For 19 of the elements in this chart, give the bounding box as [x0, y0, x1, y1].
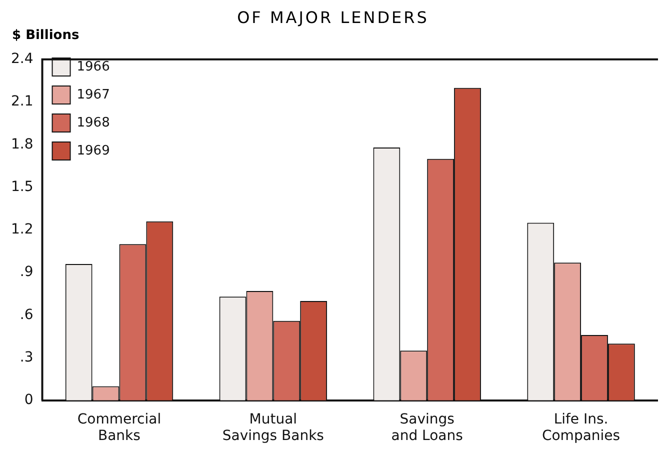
y-tick-label: 1.2: [11, 222, 34, 238]
y-tick-label: 2.1: [11, 94, 34, 110]
y-tick-label: .3: [20, 349, 34, 366]
y-axis-title: $ Billions: [12, 28, 80, 43]
legend-label: 1967: [76, 87, 110, 102]
y-tick-label: .6: [20, 306, 34, 323]
y-tick-label: 1.5: [11, 178, 34, 195]
legend-label: 1969: [76, 143, 110, 158]
legend-label: 1966: [76, 59, 110, 74]
x-tick-label: Life Ins. Companies: [542, 411, 620, 444]
y-tick-label: .9: [20, 264, 34, 280]
y-tick-label: 2.4: [11, 51, 34, 68]
y-tick-label: 1.8: [11, 136, 34, 152]
chart-title: OF MAJOR LENDERS: [236, 8, 430, 27]
y-tick-label: 0: [24, 392, 34, 408]
x-tick-label: Mutual Savings Banks: [222, 411, 324, 444]
legend-label: 1968: [76, 115, 110, 130]
x-tick-label: Commercial Banks: [77, 411, 162, 444]
x-tick-label: Savings and Loans: [391, 411, 463, 444]
